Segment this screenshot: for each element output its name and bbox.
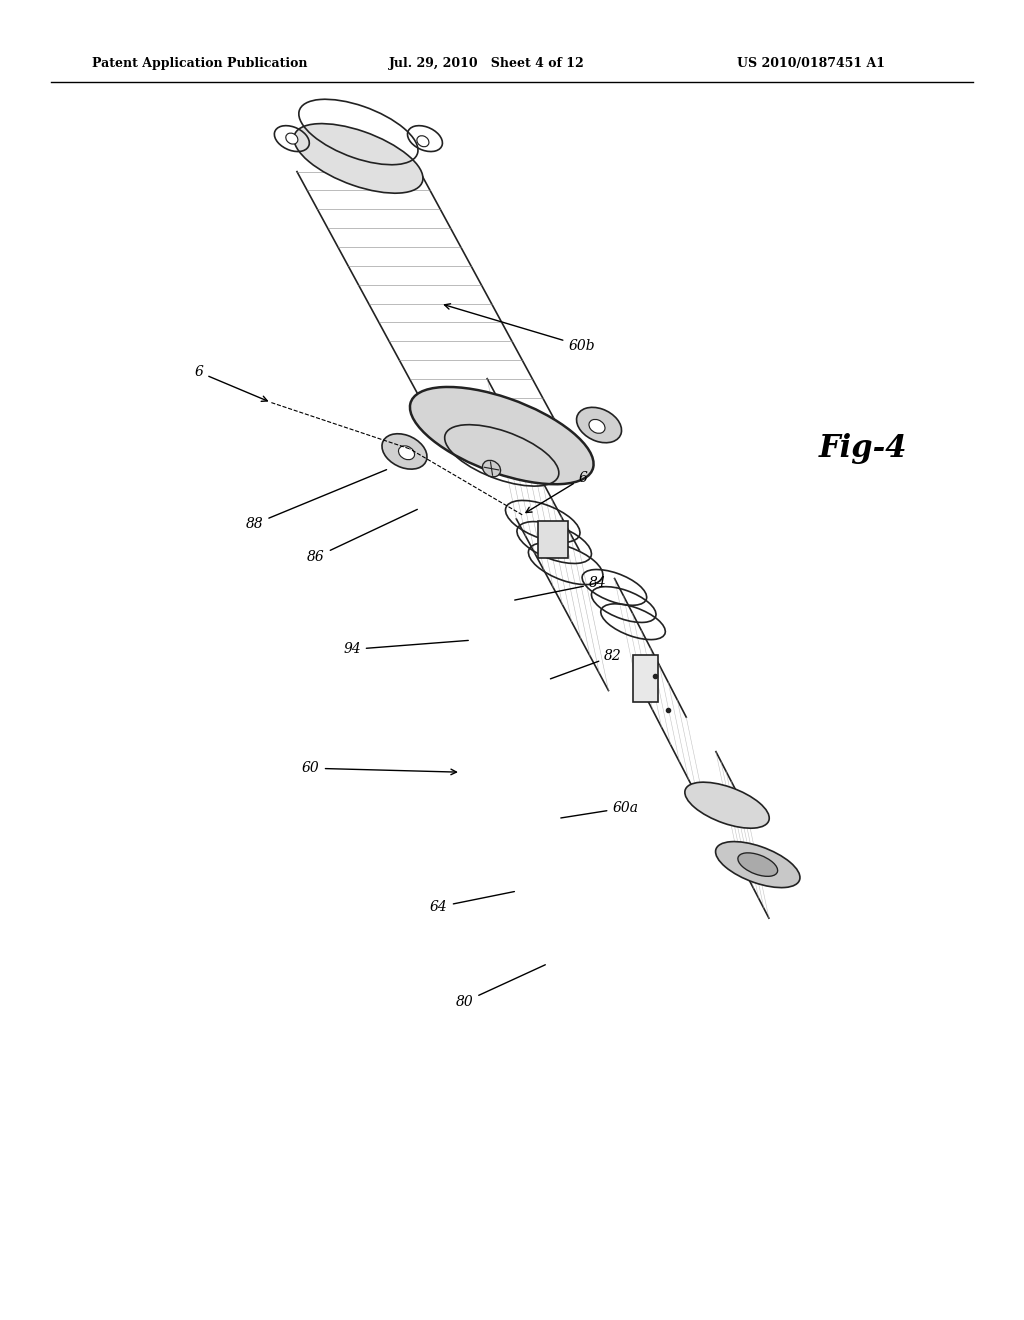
Text: Patent Application Publication: Patent Application Publication (92, 57, 307, 70)
Text: 80: 80 (456, 965, 546, 1008)
Ellipse shape (685, 783, 769, 828)
Ellipse shape (294, 124, 423, 193)
Ellipse shape (577, 408, 622, 442)
Text: 82: 82 (551, 649, 622, 678)
Ellipse shape (410, 387, 594, 484)
Text: 84: 84 (515, 577, 606, 601)
FancyBboxPatch shape (633, 656, 658, 702)
Text: 64: 64 (430, 891, 514, 913)
Text: 94: 94 (343, 640, 468, 656)
Text: 88: 88 (246, 470, 386, 531)
Text: 60b: 60b (444, 304, 595, 352)
Text: 6: 6 (195, 366, 267, 401)
Ellipse shape (398, 446, 415, 459)
Ellipse shape (482, 461, 501, 477)
Ellipse shape (589, 420, 605, 433)
Ellipse shape (738, 853, 777, 876)
Text: Fig-4: Fig-4 (819, 433, 907, 465)
Text: 6: 6 (526, 471, 588, 512)
Text: US 2010/0187451 A1: US 2010/0187451 A1 (737, 57, 886, 70)
Ellipse shape (716, 842, 800, 887)
Text: 60a: 60a (561, 801, 638, 818)
Text: Jul. 29, 2010   Sheet 4 of 12: Jul. 29, 2010 Sheet 4 of 12 (389, 57, 585, 70)
Ellipse shape (286, 133, 298, 144)
Ellipse shape (437, 401, 566, 470)
Ellipse shape (417, 136, 429, 147)
FancyBboxPatch shape (538, 521, 568, 558)
Text: 86: 86 (307, 510, 418, 564)
Text: 60: 60 (302, 762, 457, 775)
Ellipse shape (382, 434, 427, 469)
